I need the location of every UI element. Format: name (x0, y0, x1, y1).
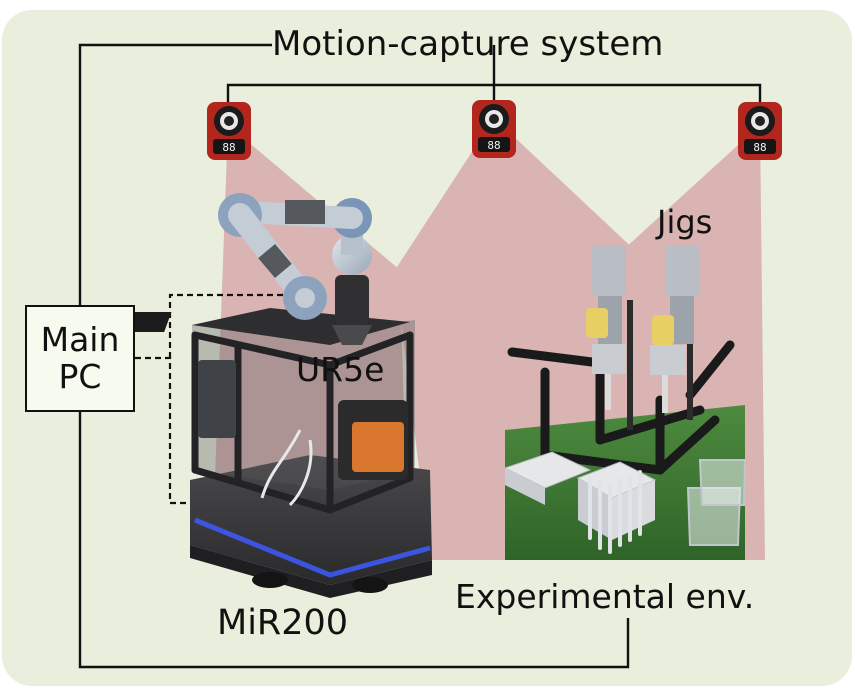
experimental-env-photo (503, 246, 747, 560)
motion-capture-label: Motion-capture system (272, 24, 664, 64)
svg-text:88: 88 (487, 139, 500, 152)
jigs-label: Jigs (657, 203, 713, 241)
ur5e-arm (218, 193, 372, 345)
robot-photo (84, 193, 432, 598)
experimental-env-label: Experimental env. (455, 577, 755, 616)
main-pc-box: Main PC (25, 305, 135, 412)
main-pc-label-line1: Main (40, 319, 120, 359)
connection-lines (78, 43, 762, 669)
camera-middle-icon: 88 (472, 100, 516, 158)
mir200-label: MiR200 (217, 603, 349, 643)
line-mocap-to-pc (78, 43, 272, 305)
main-pc-label-line2: PC (58, 356, 102, 396)
dashed-pc-to-arm (168, 293, 285, 358)
svg-text:88: 88 (222, 141, 235, 154)
tube-rack-left (503, 451, 592, 505)
jig-right (650, 246, 699, 413)
line-pc-to-env (78, 412, 630, 669)
camera-right-icon: 88 (738, 102, 782, 160)
tube-rack-right (576, 461, 657, 554)
camera-left-icon: 88 (207, 102, 251, 160)
ur5e-label: UR5e (296, 350, 385, 389)
jig-left (586, 246, 626, 410)
beaker-front (686, 459, 747, 546)
svg-text:88: 88 (753, 141, 766, 154)
